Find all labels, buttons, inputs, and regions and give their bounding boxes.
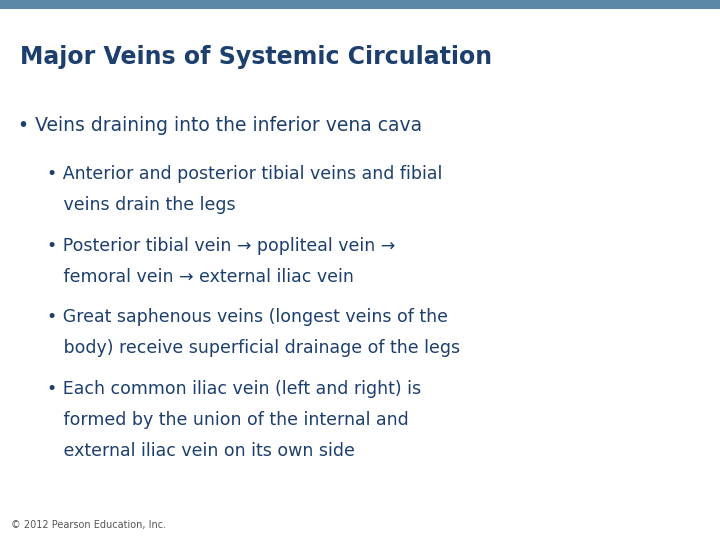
Text: • Posterior tibial vein → popliteal vein →: • Posterior tibial vein → popliteal vein… bbox=[47, 237, 395, 254]
Text: • Each common iliac vein (left and right) is: • Each common iliac vein (left and right… bbox=[47, 380, 421, 397]
Text: femoral vein → external iliac vein: femoral vein → external iliac vein bbox=[47, 268, 354, 286]
Text: © 2012 Pearson Education, Inc.: © 2012 Pearson Education, Inc. bbox=[11, 520, 166, 530]
Text: • Great saphenous veins (longest veins of the: • Great saphenous veins (longest veins o… bbox=[47, 308, 448, 326]
Text: • Anterior and posterior tibial veins and fibial: • Anterior and posterior tibial veins an… bbox=[47, 165, 442, 183]
Text: external iliac vein on its own side: external iliac vein on its own side bbox=[47, 442, 355, 460]
Text: • Veins draining into the inferior vena cava: • Veins draining into the inferior vena … bbox=[18, 116, 422, 135]
Text: Major Veins of Systemic Circulation: Major Veins of Systemic Circulation bbox=[20, 45, 492, 69]
Text: formed by the union of the internal and: formed by the union of the internal and bbox=[47, 411, 408, 429]
Bar bbox=[0, 0, 720, 9]
Text: body) receive superficial drainage of the legs: body) receive superficial drainage of th… bbox=[47, 339, 460, 357]
Text: veins drain the legs: veins drain the legs bbox=[47, 196, 235, 214]
